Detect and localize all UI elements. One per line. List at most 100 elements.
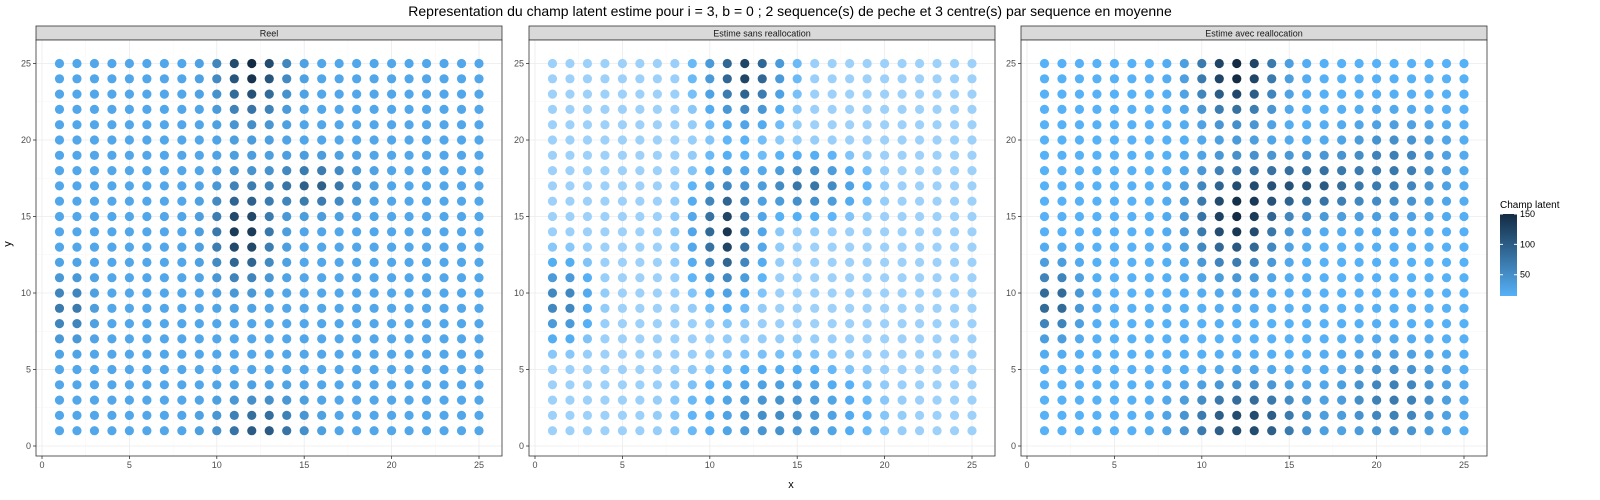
data-point [914,395,925,405]
data-point [1389,120,1399,130]
data-point [72,349,82,359]
x-tick-label: 10 [212,460,222,470]
data-point [740,349,750,359]
data-point [159,58,169,69]
data-point [1057,227,1067,237]
data-point [1214,334,1224,344]
data-point [845,380,855,390]
data-point [54,410,65,420]
data-point [705,410,715,420]
data-point [914,334,925,344]
data-point [1092,349,1102,359]
data-point [1372,196,1382,206]
data-point [107,257,117,268]
data-point [142,257,152,268]
data-point [862,288,872,298]
data-point [229,211,239,222]
data-point [792,227,802,237]
data-point [1162,150,1172,160]
data-point [565,410,575,420]
data-point [1214,104,1224,115]
data-point [565,166,575,176]
data-point [317,227,327,237]
data-point [107,303,117,313]
data-point [177,120,187,130]
data-point [1302,426,1312,436]
data-point [142,196,152,206]
data-point [1144,120,1154,130]
data-point [670,181,680,191]
data-point [264,288,274,298]
data-point [1389,288,1399,298]
data-point [352,196,362,206]
data-point [124,288,134,298]
data-point [334,349,344,359]
data-point [914,257,925,268]
data-point [352,150,362,160]
data-point [247,319,257,329]
data-point [1354,288,1364,298]
data-point [1109,334,1119,344]
data-point [880,303,890,313]
data-point [1092,89,1102,99]
data-point [967,74,977,84]
data-point [1319,288,1329,298]
data-point [282,303,292,313]
data-point [1092,380,1102,390]
data-point [194,426,204,436]
data-point [1074,334,1085,344]
data-point [949,227,960,237]
data-point [194,319,204,329]
data-point [421,89,432,99]
data-point [1284,74,1294,84]
data-point [617,211,628,222]
data-point [1144,89,1154,99]
data-point [89,150,100,160]
data-point [1302,150,1312,160]
data-point [722,257,732,268]
data-point [1337,410,1347,420]
data-point [652,104,662,115]
data-point [229,242,239,252]
data-point [229,273,239,283]
data-point [827,380,837,390]
data-point [247,166,257,176]
data-point [792,334,802,344]
data-point [740,135,750,145]
data-point [827,334,837,344]
data-point [124,211,134,222]
data-point [775,211,785,222]
data-point [142,364,152,375]
data-point [897,257,907,268]
data-point [1249,273,1259,283]
data-point [1249,181,1259,191]
data-point [547,273,558,283]
data-point [775,104,785,115]
data-point [1319,349,1329,359]
data-point [1197,104,1207,115]
data-point [897,410,907,420]
data-point [456,74,467,84]
data-point [1232,150,1242,160]
data-point [1232,196,1242,206]
data-point [792,288,802,298]
data-point [1109,242,1119,252]
data-point [142,211,152,222]
data-point [1197,273,1207,283]
data-point [1127,181,1137,191]
data-point [600,319,610,329]
data-point [1372,227,1382,237]
data-point [247,257,257,268]
data-point [247,135,257,145]
data-point [54,380,65,390]
data-point [456,196,467,206]
data-point [474,349,484,359]
data-point [1354,166,1364,176]
data-point [1249,150,1259,160]
data-point [404,334,414,344]
data-point [247,380,257,390]
x-tick-label: 20 [880,460,890,470]
data-point [827,242,837,252]
legend-title: Champ latent [1500,200,1560,211]
data-point [142,120,152,130]
